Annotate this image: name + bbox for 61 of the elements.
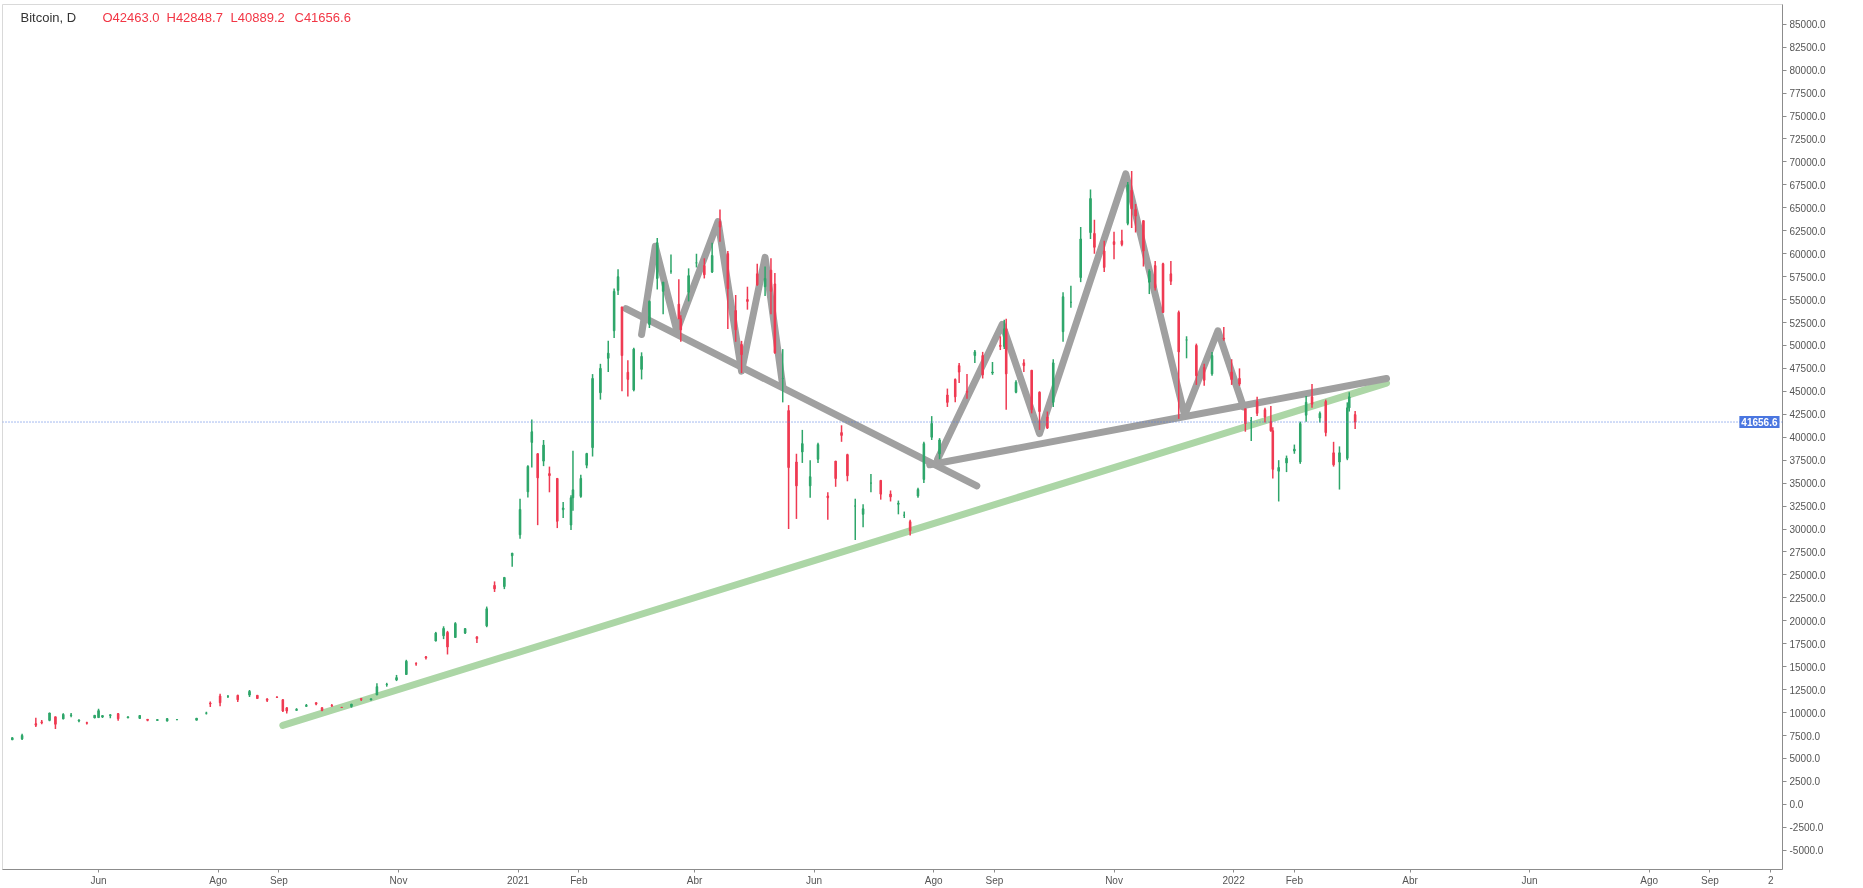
x-tick-label: 2022 [1222, 874, 1246, 886]
x-tick-label: Sep [985, 874, 1004, 886]
annotation: L40889.2 [230, 10, 285, 25]
y-tick-label: 75000.0 [1789, 111, 1827, 123]
x-tick-label: Feb [570, 874, 588, 886]
x-tick-label: Ago [1640, 874, 1659, 886]
y-tick-label: 52500.0 [1789, 317, 1827, 329]
chart-title: Bitcoin, D [20, 10, 77, 25]
x-tick-label: Ago [209, 874, 228, 886]
x-tick-label: 2021 [506, 874, 530, 886]
x-tick-label: Abr [686, 874, 703, 886]
y-tick-label: 30000.0 [1789, 524, 1827, 536]
annotation: C41656.6 [294, 10, 351, 25]
x-tick-label: Nov [1105, 874, 1123, 886]
y-tick-label: 55000.0 [1789, 294, 1827, 306]
y-tick-label: 27500.0 [1789, 546, 1827, 558]
annotation: O42463.0 [102, 10, 160, 25]
y-tick-label: 35000.0 [1789, 478, 1827, 490]
ref-line-label: 41656.6 [1741, 417, 1778, 429]
x-tick-label: 2 [1767, 874, 1774, 886]
y-tick-label: 20000.0 [1789, 615, 1827, 627]
y-tick-label: -5000.0 [1789, 845, 1824, 857]
y-tick-label: 45000.0 [1789, 386, 1827, 398]
y-tick-label: 5000.0 [1789, 753, 1821, 765]
y-tick-label: 47500.0 [1789, 363, 1827, 375]
y-tick-label: 40000.0 [1789, 432, 1827, 444]
y-tick-label: 62500.0 [1789, 225, 1827, 237]
x-tick-label: Jun [1521, 874, 1538, 886]
x-tick-label: Feb [1285, 874, 1304, 886]
y-tick-label: 82500.0 [1789, 42, 1827, 54]
x-tick-label: Ago [924, 874, 943, 886]
y-tick-label: 2500.0 [1789, 776, 1821, 788]
y-tick-label: 10000.0 [1789, 707, 1827, 719]
y-tick-label: 70000.0 [1789, 156, 1827, 168]
y-tick-label: 22500.0 [1789, 592, 1827, 604]
y-tick-label: 25000.0 [1789, 569, 1827, 581]
y-tick-label: -2500.0 [1789, 822, 1824, 834]
y-tick-label: 15000.0 [1789, 661, 1827, 673]
x-tick-label: Sep [270, 874, 289, 886]
y-tick-label: 50000.0 [1789, 340, 1827, 352]
y-tick-label: 17500.0 [1789, 638, 1827, 650]
y-tick-label: 72500.0 [1789, 133, 1827, 145]
y-tick-label: 42500.0 [1789, 409, 1827, 421]
x-tick-label: Nov [389, 874, 408, 886]
x-tick-label: Jun [90, 874, 107, 886]
y-tick-label: 12500.0 [1789, 684, 1827, 696]
y-tick-label: 32500.0 [1789, 501, 1827, 513]
annotation: H42848.7 [166, 10, 223, 25]
x-tick-label: Sep [1701, 874, 1720, 886]
x-tick-label: Jun [806, 874, 823, 886]
y-tick-label: 60000.0 [1789, 248, 1827, 260]
x-tick-label: Abr [1402, 874, 1419, 886]
y-tick-label: 7500.0 [1789, 730, 1821, 742]
y-tick-label: 0.0 [1789, 799, 1804, 811]
y-tick-label: 57500.0 [1789, 271, 1827, 283]
y-tick-label: 65000.0 [1789, 202, 1827, 214]
y-tick-label: 80000.0 [1789, 65, 1827, 77]
y-tick-label: 67500.0 [1789, 179, 1827, 191]
y-tick-label: 37500.0 [1789, 455, 1827, 467]
y-tick-label: 85000.0 [1789, 19, 1827, 31]
y-tick-label: 77500.0 [1789, 88, 1827, 100]
